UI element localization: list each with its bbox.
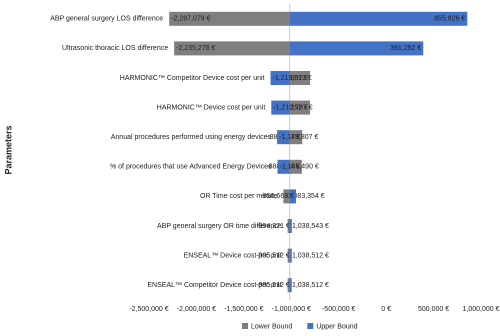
- value-label: -995,512 €: [256, 282, 290, 289]
- category-label: % of procedures that use Advanced Energy…: [110, 164, 272, 171]
- category-label: Annual procedures performed using energy…: [111, 134, 272, 141]
- bar: [277, 130, 290, 145]
- bar: [287, 278, 290, 293]
- bar: [289, 100, 311, 115]
- legend-swatch: [242, 323, 248, 329]
- value-label: -995,512 €: [256, 252, 290, 259]
- bar: [289, 219, 292, 233]
- bar: [277, 159, 290, 174]
- category-label: ABP general surgery OR time difference: [157, 223, 282, 230]
- bar: [289, 159, 302, 174]
- category-label: ENSEAL™ Device cost per unit: [184, 252, 282, 259]
- legend-label: Upper Bound: [316, 323, 357, 330]
- value-label: -1,038,512 €: [290, 282, 329, 289]
- bar: [289, 278, 292, 293]
- value-label: -802,052 €: [275, 75, 309, 82]
- value-label: -1,149,807 €: [279, 134, 318, 141]
- value-label: -1,219,013 €: [273, 75, 312, 82]
- bar: [270, 71, 290, 85]
- bar: [289, 130, 303, 145]
- x-tick-label: 0 €: [381, 306, 391, 313]
- category-label: HARMONIC™ Competitor Device cost per uni…: [120, 75, 265, 82]
- x-tick-label: 1,000,000 €: [463, 306, 500, 313]
- value-label: 391,252 €: [390, 45, 421, 52]
- x-tick-label: -500,000 €: [322, 306, 356, 313]
- x-tick-label: -2,500,000 €: [129, 306, 168, 313]
- legend-swatch: [307, 323, 314, 329]
- value-label: -1,145,490 €: [279, 164, 318, 171]
- x-tick-label: -1,000,000 €: [272, 306, 311, 313]
- bar: [289, 189, 296, 204]
- category-label: ENSEAL™ Competitor Device cost per unit: [147, 282, 281, 289]
- value-label: -802,252 €: [275, 104, 309, 111]
- bar: [289, 41, 424, 56]
- value-label: -994,371 €: [256, 223, 290, 230]
- value-label: 855,826 €: [434, 16, 465, 23]
- bar: [169, 11, 290, 26]
- value-label: -1,038,543 €: [290, 223, 329, 230]
- x-tick-label: 500,000 €: [418, 306, 449, 313]
- bar: [287, 248, 290, 263]
- bar: [289, 11, 468, 26]
- bar: [271, 100, 290, 115]
- category-label: Ultrasonic thoracic LOS difference: [62, 45, 168, 52]
- bar: [289, 71, 311, 85]
- value-label: -1,210,787 €: [273, 104, 312, 111]
- x-tick-label: -1,500,000 €: [224, 306, 263, 313]
- value-label: -2,287,079 €: [171, 16, 210, 23]
- category-label: OR Time cost per minute: [200, 193, 278, 200]
- value-label: -950,669 €: [260, 193, 294, 200]
- value-label: -1,083,354 €: [285, 193, 324, 200]
- x-tick-label: -2,000,000 €: [177, 306, 216, 313]
- bar: [283, 189, 290, 204]
- value-label: -1,038,512 €: [290, 252, 329, 259]
- category-label: HARMONIC™ Device cost per unit: [157, 104, 266, 111]
- y-axis-title: Parameters: [3, 125, 13, 174]
- bar: [174, 41, 290, 56]
- bar: [287, 219, 290, 233]
- bar: [289, 248, 292, 263]
- category-label: ABP general surgery LOS difference: [50, 16, 163, 23]
- value-label: -2,235,276 €: [176, 45, 215, 52]
- legend-label: Lower Bound: [251, 323, 292, 330]
